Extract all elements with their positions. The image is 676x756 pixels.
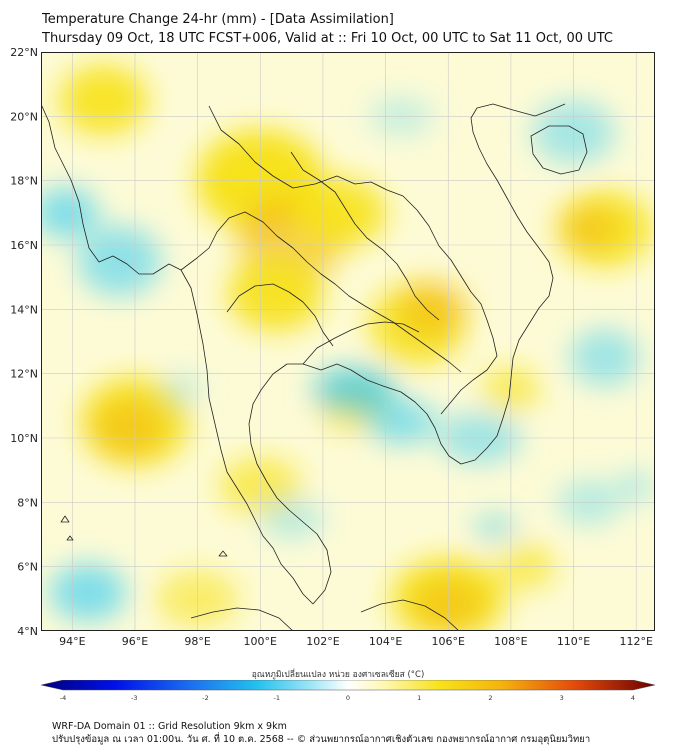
lat-tick-label: 6°N [17, 561, 38, 574]
field-patch [560, 206, 619, 252]
lon-tick-label: 98°E [184, 635, 210, 648]
colorbar-tick-label: 2 [488, 694, 492, 702]
colorbar-tick-label: 3 [560, 694, 564, 702]
title-line-1: Temperature Change 24-hr (mm) - [Data As… [42, 12, 394, 27]
lat-tick-label: 14°N [10, 303, 38, 316]
colorbar-tick-label: 0 [346, 694, 350, 702]
lon-tick-label: 106°E [432, 635, 465, 648]
lat-tick-label: 16°N [10, 239, 38, 252]
footer-line-2: ปรับปรุงข้อมูล ณ เวลา 01:00น. วัน ศ. ที่… [52, 734, 591, 745]
field-patch [77, 225, 161, 297]
colorbar-tick-label: -1 [274, 694, 280, 702]
colorbar-tick-label: -4 [60, 694, 66, 702]
lat-tick-label: 20°N [10, 110, 38, 123]
chart-title: Temperature Change 24-hr (mm) - [Data As… [42, 10, 613, 48]
lon-tick-label: 112°E [619, 635, 652, 648]
temperature-change-map [41, 52, 655, 631]
field-patch [569, 328, 641, 387]
field-patch [58, 65, 149, 136]
lat-tick-label: 22°N [10, 46, 38, 59]
footer: WRF-DA Domain 01 :: Grid Resolution 9km … [52, 720, 590, 746]
colorbar-caption: อุณหภูมิเปลี่ยนแปลง หน่วย องศาเซลเซียส (… [251, 670, 425, 680]
colorbar-tick-label: -3 [131, 694, 137, 702]
colorbar-tick-label: -2 [202, 694, 208, 702]
axis-labels: 94°E 96°E 98°E 100°E 102°E 104°E 106°E 108°E 110… [10, 46, 653, 648]
map-frame [41, 52, 655, 631]
coastlines-borders [41, 103, 588, 631]
lat-tick-label: 10°N [10, 432, 38, 445]
title-line-2: Thursday 09 Oct, 18 UTC FCST+006, Valid … [42, 31, 613, 46]
lon-tick-label: 96°E [122, 635, 148, 648]
lat-tick-label: 12°N [10, 368, 38, 381]
lon-tick-label: 104°E [369, 635, 402, 648]
lat-tick-label: 18°N [10, 175, 38, 188]
lat-tick-label: 8°N [17, 496, 38, 509]
field-patch [93, 399, 164, 458]
lon-tick-label: 100°E [244, 635, 277, 648]
lon-tick-label: 102°E [306, 635, 339, 648]
footer-line-1: WRF-DA Domain 01 :: Grid Resolution 9km … [52, 721, 287, 732]
lon-tick-label: 94°E [59, 635, 85, 648]
field-patch [472, 515, 518, 541]
colorbar: -4 -3 -2 -1 0 1 2 3 4 [41, 680, 655, 702]
field-patch [162, 373, 202, 406]
field-patch [49, 563, 127, 622]
lat-tick-label: 4°N [17, 625, 38, 638]
field-patch [259, 499, 324, 538]
field-patch [227, 254, 324, 332]
colorbar-tick-label: 1 [417, 694, 421, 702]
lon-tick-label: 110°E [557, 635, 590, 648]
field-patch [312, 367, 396, 413]
colorbar-tick-label: 4 [631, 694, 635, 702]
gridlines [41, 52, 655, 631]
colorbar-ticks: -4 -3 -2 -1 0 1 2 3 4 [60, 694, 635, 702]
lon-tick-label: 108°E [494, 635, 527, 648]
field-patch [366, 399, 437, 445]
field-patch [290, 177, 387, 249]
